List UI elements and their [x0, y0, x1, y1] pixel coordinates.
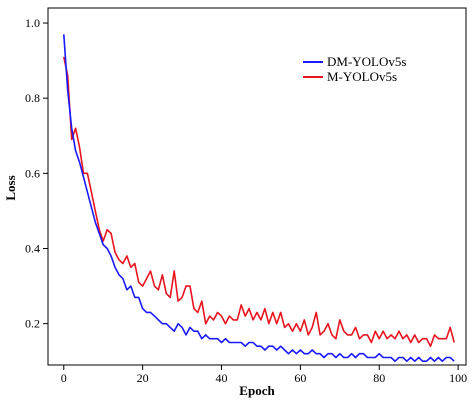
legend-label: M-YOLOv5s: [327, 69, 397, 84]
series-line-m-yolov5s: [63, 56, 455, 348]
y-axis-ticks: 0.2 0.4 0.6 0.8 1.0: [25, 16, 48, 331]
y-tick-label: 0.4: [25, 242, 40, 256]
x-tick-label: 40: [216, 371, 228, 385]
x-tick-label: 20: [137, 371, 149, 385]
x-tick-label: 0: [61, 371, 67, 385]
legend-label: DM-YOLOv5s: [327, 54, 406, 69]
series-line-dm-yolov5s: [63, 34, 455, 363]
y-tick-label: 1.0: [25, 16, 40, 30]
x-axis-ticks: 0 20 40 60 80 100: [61, 365, 467, 385]
y-tick-label: 0.8: [25, 91, 40, 105]
series-layer: [63, 34, 455, 363]
plot-frame: [47, 7, 467, 366]
x-tick-label: 80: [373, 371, 385, 385]
y-tick-label: 0.6: [25, 166, 40, 180]
x-tick-label: 100: [449, 371, 467, 385]
x-tick-label: 60: [294, 371, 306, 385]
x-axis-title: Epoch: [239, 383, 275, 398]
y-axis-title: Loss: [3, 175, 18, 200]
y-tick-label: 0.2: [25, 317, 40, 331]
